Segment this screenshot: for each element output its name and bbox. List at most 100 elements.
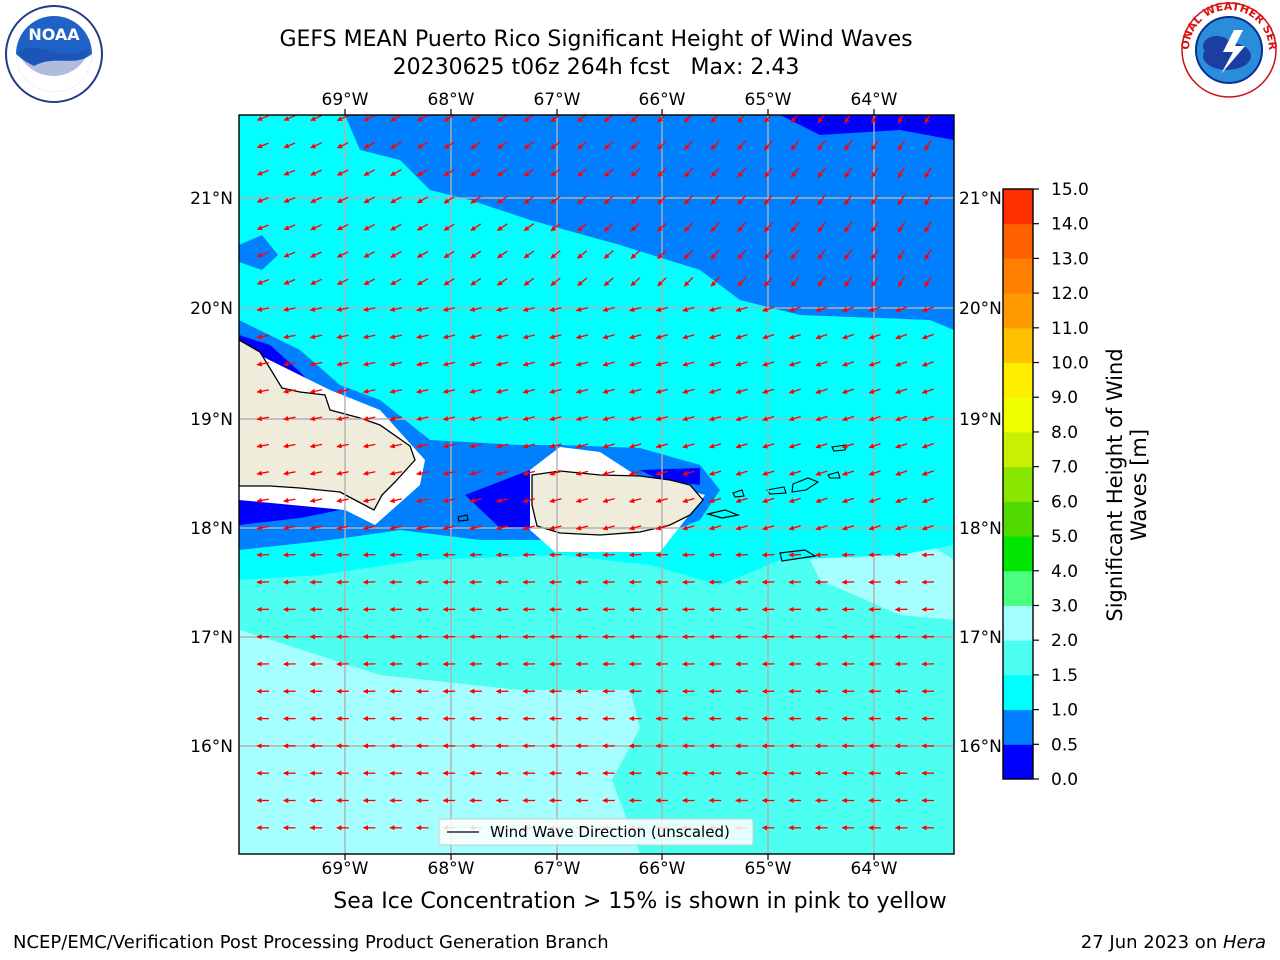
colorbar-tick-label: 0.5 xyxy=(1051,735,1078,755)
colorbar-segment xyxy=(1003,674,1033,711)
wave-direction-arrow xyxy=(283,470,296,476)
wave-direction-arrow xyxy=(842,306,855,312)
map-ticks xyxy=(344,109,875,860)
colorbar-tick-label: 0.0 xyxy=(1051,770,1078,790)
wave-direction-arrow xyxy=(416,416,429,422)
wave-direction-arrow xyxy=(657,222,667,232)
wave-direction-arrow xyxy=(921,388,934,394)
wave-direction-arrow xyxy=(256,443,270,449)
wave-direction-arrow xyxy=(602,388,615,394)
wave-direction-arrow xyxy=(709,497,722,504)
wave-direction-arrow xyxy=(682,443,695,449)
lat-label-left: 16°N xyxy=(190,737,233,757)
wave-direction-arrow xyxy=(523,250,535,259)
wave-direction-arrow xyxy=(629,306,642,312)
colorbar-tick-label: 2.0 xyxy=(1051,631,1078,651)
colorbar-tick-label: 12.0 xyxy=(1051,284,1089,304)
wave-direction-arrow xyxy=(549,416,562,422)
wave-direction-arrow xyxy=(469,388,482,394)
wave-direction-arrow xyxy=(630,168,641,178)
colorbar-segment xyxy=(1003,709,1033,745)
wave-direction-arrow xyxy=(762,306,775,312)
wave-direction-arrow xyxy=(443,141,455,150)
wave-direction-arrow xyxy=(550,222,561,232)
wave-direction-arrow xyxy=(336,470,349,476)
wave-direction-arrow xyxy=(523,277,535,286)
wave-direction-arrow xyxy=(283,197,296,203)
wave-direction-arrow xyxy=(442,497,456,504)
wave-direction-arrow xyxy=(603,195,614,205)
wave-direction-arrow xyxy=(788,388,801,394)
wave-direction-arrow xyxy=(897,249,906,260)
wave-direction-arrow xyxy=(309,416,323,422)
wave-direction-arrow xyxy=(575,361,589,367)
wave-direction-arrow xyxy=(762,470,775,476)
colorbar-tick-label: 6.0 xyxy=(1051,492,1078,512)
wave-direction-arrow xyxy=(496,361,509,367)
wave-direction-arrow xyxy=(924,194,932,206)
wave-direction-arrow xyxy=(868,333,881,340)
wave-direction-arrow xyxy=(921,524,934,531)
wave-direction-arrow xyxy=(442,525,456,531)
wave-direction-arrow xyxy=(868,306,881,312)
colorbar-segment xyxy=(1003,362,1033,398)
lat-label-left: 20°N xyxy=(190,299,233,319)
wave-direction-arrow xyxy=(497,195,508,204)
wave-direction-arrow xyxy=(709,415,722,422)
wave-direction-arrow xyxy=(870,115,878,124)
map-legend: Wind Wave Direction (unscaled) xyxy=(438,818,754,846)
wave-direction-arrow xyxy=(895,415,908,422)
wave-direction-arrow xyxy=(575,443,589,449)
wave-direction-arrow xyxy=(790,194,800,206)
colorbar-label: Significant Height of Wind Waves [m] xyxy=(1103,348,1151,621)
wave-direction-arrow xyxy=(443,115,455,122)
wave-direction-arrow xyxy=(390,223,402,231)
lon-label-top: 68°W xyxy=(428,90,475,110)
wave-direction-arrow xyxy=(895,497,908,504)
wave-direction-arrow xyxy=(389,525,403,531)
wave-direction-arrow xyxy=(895,442,908,449)
wave-direction-arrow xyxy=(737,222,747,233)
wave-direction-arrow xyxy=(497,141,508,150)
wave-direction-arrow xyxy=(416,334,429,340)
wave-direction-arrow xyxy=(762,525,775,531)
wave-direction-arrow xyxy=(469,416,482,422)
wave-direction-arrow xyxy=(283,443,296,449)
wave-direction-arrow xyxy=(469,525,482,531)
wave-direction-arrow xyxy=(842,333,855,340)
wave-direction-arrow xyxy=(416,497,429,504)
wave-direction-arrow xyxy=(442,470,456,476)
wave-direction-arrow xyxy=(924,221,932,233)
wave-direction-arrow xyxy=(603,277,614,287)
wave-direction-arrow xyxy=(817,249,826,260)
wave-direction-arrow xyxy=(870,194,879,206)
wave-direction-arrow xyxy=(629,388,642,394)
wave-direction-arrow xyxy=(817,167,826,178)
wave-direction-arrow xyxy=(709,388,722,394)
colorbar-tick-label: 8.0 xyxy=(1051,423,1078,443)
wave-direction-arrow xyxy=(897,194,906,206)
wave-direction-arrow xyxy=(868,470,881,476)
wave-direction-arrow xyxy=(469,470,482,476)
wave-direction-arrow xyxy=(310,251,322,258)
wave-direction-arrow xyxy=(470,141,482,150)
wave-direction-arrow xyxy=(764,140,773,151)
wave-direction-arrow xyxy=(523,168,535,177)
wave-direction-arrow xyxy=(256,388,270,394)
wave-direction-arrow xyxy=(790,115,799,124)
wave-direction-arrow xyxy=(735,306,748,312)
wave-direction-arrow xyxy=(815,470,828,476)
lat-label-left: 17°N xyxy=(190,628,233,648)
wave-direction-arrow xyxy=(283,388,296,394)
wave-direction-arrow xyxy=(416,306,429,312)
wave-direction-arrow xyxy=(842,443,855,449)
lat-label-right: 16°N xyxy=(959,737,1002,757)
wave-direction-arrow xyxy=(710,195,720,205)
colorbar-frame xyxy=(1002,188,1034,780)
wave-direction-arrow xyxy=(575,416,589,422)
wave-direction-arrow xyxy=(602,306,615,312)
lat-label-right: 17°N xyxy=(959,628,1002,648)
wave-direction-arrow xyxy=(363,196,376,204)
wave-direction-arrow xyxy=(710,222,720,233)
